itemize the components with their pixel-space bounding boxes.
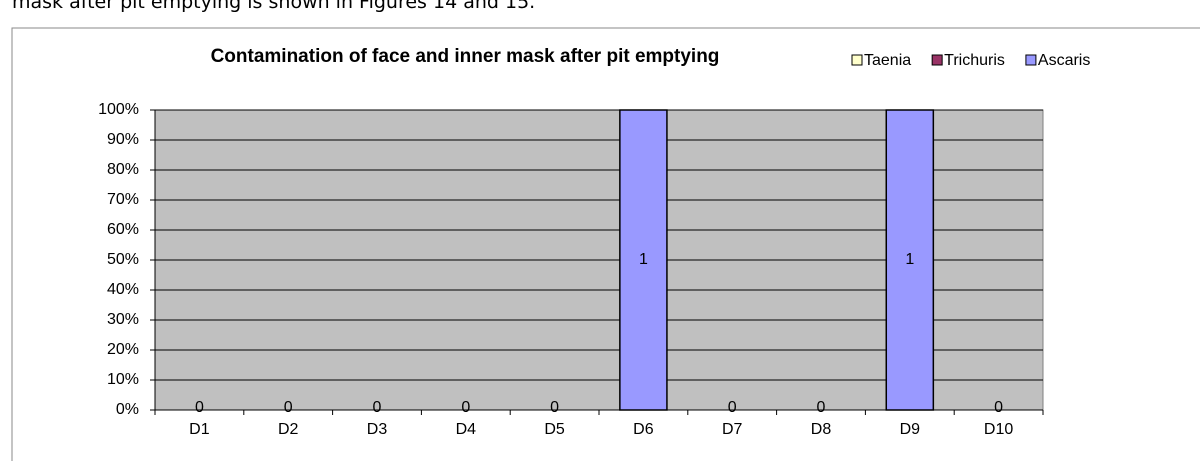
intro-text: mask after pit emptying is shown in Figu… (12, 0, 536, 13)
data-label: 0 (284, 399, 293, 416)
bar-segment (885, 109, 935, 411)
data-label: 0 (817, 399, 826, 416)
legend-label: Ascaris (1038, 52, 1090, 69)
x-tick-label: D2 (278, 421, 299, 438)
data-label: 1 (905, 251, 914, 268)
chart-title: Contamination of face and inner mask aft… (211, 46, 720, 67)
legend-label: Taenia (864, 52, 911, 69)
x-tick-label: D8 (811, 421, 832, 438)
y-tick-label: 40% (107, 281, 139, 298)
data-label: 0 (195, 399, 204, 416)
y-tick-label: 100% (98, 101, 139, 118)
data-label: 0 (550, 399, 559, 416)
x-tick-label: D7 (722, 421, 743, 438)
y-tick-label: 80% (107, 161, 139, 178)
y-tick-label: 10% (107, 371, 139, 388)
y-tick-label: 90% (107, 131, 139, 148)
y-tick-label: 70% (107, 191, 139, 208)
y-tick-label: 0% (116, 401, 139, 418)
bar-segment (619, 109, 668, 411)
y-tick-label: 60% (107, 221, 139, 238)
x-tick-label: D1 (189, 421, 210, 438)
x-tick-label: D6 (633, 421, 654, 438)
legend-swatch (931, 54, 943, 66)
x-tick-label: D5 (544, 421, 565, 438)
y-tick-label: 30% (107, 311, 139, 328)
legend-swatch (1025, 54, 1037, 66)
chart-frame (11, 27, 1200, 461)
data-label: 0 (461, 399, 470, 416)
data-label: 0 (728, 399, 737, 416)
x-tick-label: D3 (367, 421, 388, 438)
y-tick-label: 50% (107, 251, 139, 268)
x-tick-label: D9 (900, 421, 921, 438)
data-label: 0 (373, 399, 382, 416)
legend-label: Trichuris (944, 52, 1005, 69)
data-label: 0 (994, 399, 1003, 416)
y-tick-label: 20% (107, 341, 139, 358)
legend-swatch (851, 54, 863, 66)
x-tick-label: D4 (456, 421, 477, 438)
x-tick-label: D10 (984, 421, 1013, 438)
data-label: 1 (639, 251, 648, 268)
